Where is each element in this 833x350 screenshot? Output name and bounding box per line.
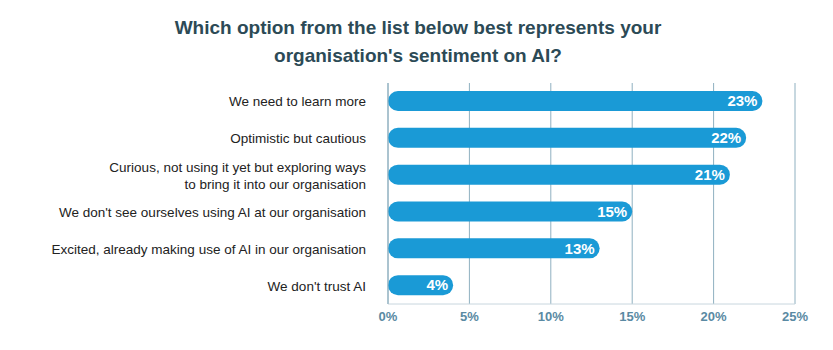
svg-text:15%: 15% xyxy=(597,203,627,220)
html-text:Which option from the list bel: Which option from the list below best re… xyxy=(174,17,662,66)
svg-text:Excited, already making use of: Excited, already making use of AI in our… xyxy=(52,241,366,256)
svg-text:25%: 25% xyxy=(782,309,808,324)
svg-text:15%: 15% xyxy=(619,309,645,324)
svg-text:5%: 5% xyxy=(460,309,479,324)
svg-text:Optimistic but cautious: Optimistic but cautious xyxy=(230,131,366,146)
svg-text:13%: 13% xyxy=(565,240,595,257)
svg-text:0%: 0% xyxy=(379,309,398,324)
svg-text:Curious, not using it yet but: Curious, not using it yet but exploring … xyxy=(109,159,366,191)
svg-text:4%: 4% xyxy=(426,276,448,293)
svg-text:We don't see ourselves using A: We don't see ourselves using AI at our o… xyxy=(59,204,366,219)
svg-text:10%: 10% xyxy=(538,309,564,324)
svg-text:20%: 20% xyxy=(701,309,727,324)
svg-text:22%: 22% xyxy=(711,129,741,146)
svg-text:We need to learn more: We need to learn more xyxy=(229,94,366,109)
svg-text:We don't trust AI: We don't trust AI xyxy=(268,278,366,293)
svg-text:21%: 21% xyxy=(695,166,725,183)
svg-text:23%: 23% xyxy=(727,92,757,109)
